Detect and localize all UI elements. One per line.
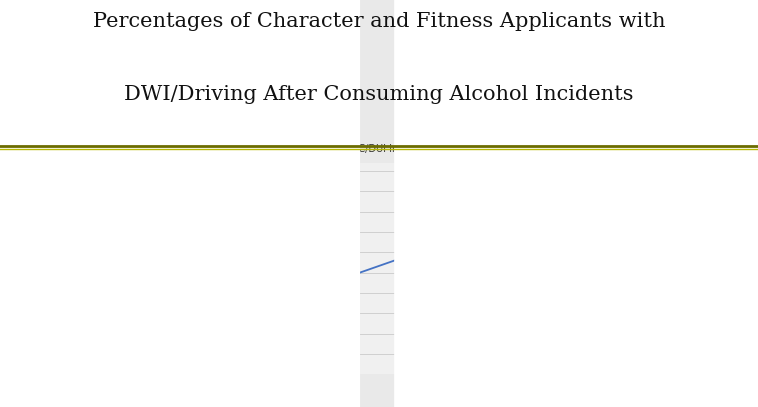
Text: DWI/Driving After Consuming Alcohol Incidents: DWI/Driving After Consuming Alcohol Inci…	[124, 85, 634, 105]
Text: DWI/DAC/DUI Incidents: DWI/DAC/DUI Incidents	[321, 144, 434, 154]
Text: Percentages of Character and Fitness Applicants with: Percentages of Character and Fitness App…	[92, 12, 666, 31]
